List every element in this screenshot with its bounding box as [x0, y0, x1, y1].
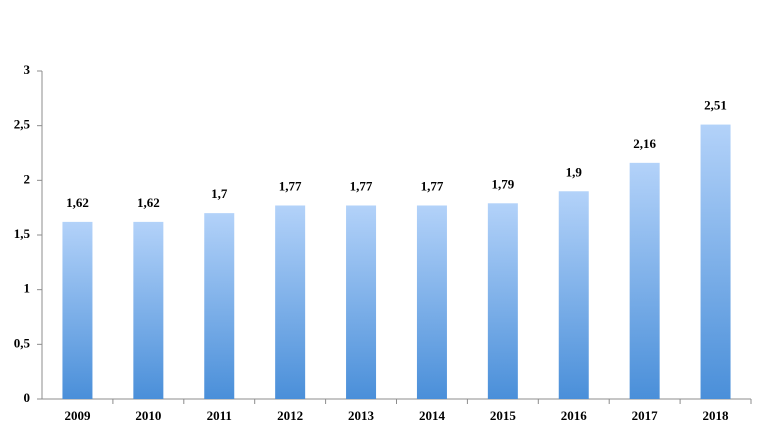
- bar: [700, 124, 731, 399]
- x-tick-label: 2010: [135, 408, 161, 423]
- bar: [558, 191, 589, 399]
- x-tick-label: 2017: [632, 408, 659, 423]
- bar: [204, 213, 235, 399]
- x-tick-label: 2009: [64, 408, 91, 423]
- value-label: 1,79: [491, 176, 514, 191]
- value-label: 1,7: [211, 186, 228, 201]
- value-label: 2,16: [633, 136, 656, 151]
- x-tick-label: 2016: [561, 408, 588, 423]
- y-tick-label: 1,5: [14, 226, 31, 241]
- bar: [275, 205, 306, 399]
- value-label: 1,9: [566, 164, 583, 179]
- bar: [133, 221, 164, 399]
- x-tick-label: 2018: [703, 408, 730, 423]
- bar: [346, 205, 377, 399]
- y-tick-label: 0,5: [14, 335, 31, 350]
- value-label: 1,62: [66, 195, 89, 210]
- y-tick-label: 1: [24, 281, 31, 296]
- y-tick-label: 0: [24, 390, 31, 405]
- value-label: 1,77: [421, 178, 444, 193]
- bar: [487, 203, 518, 399]
- x-tick-label: 2014: [419, 408, 446, 423]
- x-tick-label: 2013: [348, 408, 375, 423]
- x-tick-label: 2012: [277, 408, 303, 423]
- value-label: 2,51: [704, 98, 727, 113]
- bar: [629, 162, 660, 399]
- y-tick-label: 2,5: [14, 117, 31, 132]
- bar: [62, 221, 93, 399]
- bar: [416, 205, 447, 399]
- value-label: 1,77: [350, 178, 373, 193]
- y-tick-label: 2: [24, 171, 31, 186]
- x-tick-label: 2011: [207, 408, 232, 423]
- y-tick-label: 3: [24, 62, 31, 77]
- value-label: 1,77: [279, 178, 302, 193]
- x-tick-label: 2015: [490, 408, 517, 423]
- value-label: 1,62: [137, 195, 160, 210]
